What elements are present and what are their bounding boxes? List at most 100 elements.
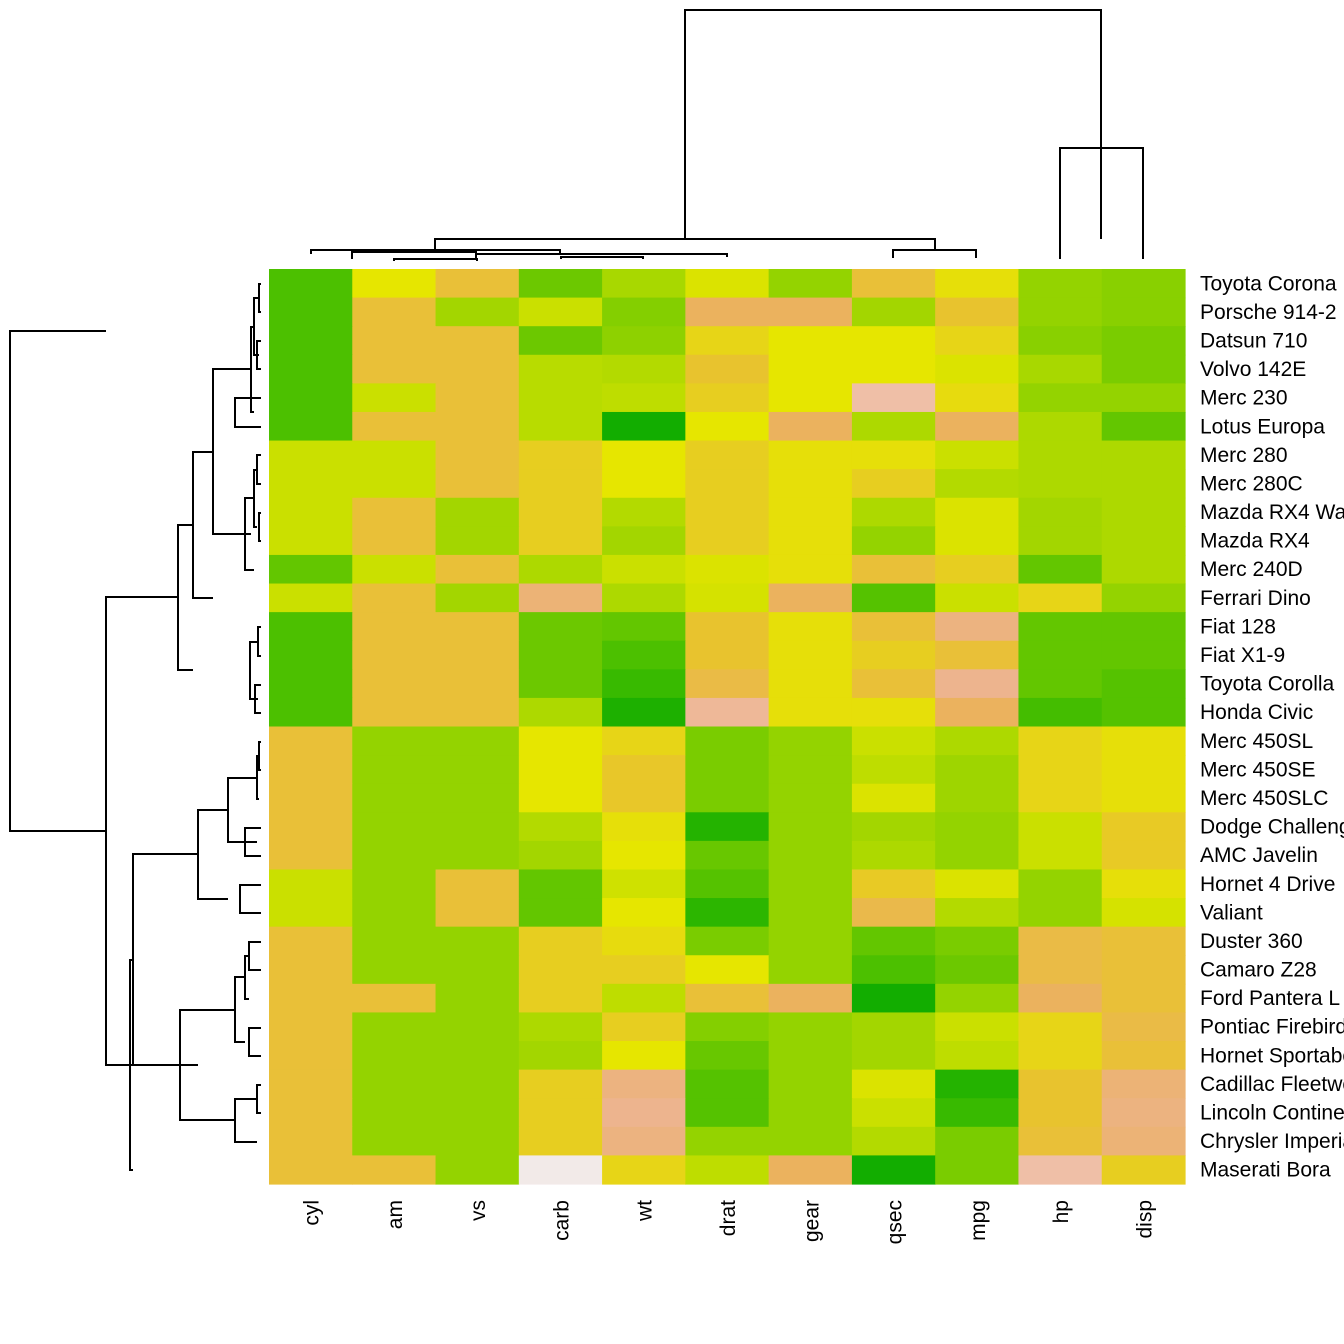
heatmap-cell xyxy=(269,955,353,985)
heatmap-cell xyxy=(435,354,520,384)
row-label: Camaro Z28 xyxy=(1200,959,1317,982)
heatmap-cell xyxy=(1018,812,1103,842)
heatmap-cell xyxy=(518,669,603,699)
row-dendrogram-link xyxy=(9,330,106,832)
heatmap-cell xyxy=(851,469,936,499)
heatmap-cell xyxy=(352,526,437,556)
heatmap-cell xyxy=(935,755,1020,785)
heatmap-cell xyxy=(1101,640,1186,670)
row-dendrogram-link xyxy=(177,524,193,671)
column-label: gear xyxy=(800,1200,823,1242)
heatmap-cell xyxy=(602,812,686,842)
row-label: Chrysler Imperial xyxy=(1200,1130,1344,1153)
heatmap-cell xyxy=(602,469,686,499)
heatmap-cell xyxy=(768,612,853,642)
heatmap-cell xyxy=(1101,812,1186,842)
heatmap-cells xyxy=(269,269,1186,1185)
heatmap-cell xyxy=(768,955,853,985)
row-dendrogram xyxy=(9,283,261,1171)
heatmap-cell xyxy=(435,411,520,442)
heatmap-cell xyxy=(269,1041,353,1071)
heatmap-cell xyxy=(1101,411,1186,442)
heatmap-cell xyxy=(352,497,437,527)
heatmap-cell xyxy=(685,1012,770,1042)
heatmap-cell xyxy=(269,755,353,785)
heatmap-cell xyxy=(518,383,603,413)
heatmap-cell xyxy=(935,1012,1020,1042)
heatmap-cell xyxy=(1101,726,1186,756)
heatmap-cell xyxy=(1018,497,1103,527)
heatmap-cell xyxy=(602,1069,686,1099)
heatmap-cell xyxy=(352,411,437,442)
heatmap-cell xyxy=(685,526,770,556)
heatmap-cell xyxy=(685,297,770,327)
heatmap-cell xyxy=(768,440,853,470)
heatmap-cell xyxy=(1018,612,1103,642)
heatmap-cell xyxy=(435,612,520,642)
row-label: Honda Civic xyxy=(1200,701,1313,724)
heatmap-cell xyxy=(768,697,853,728)
heatmap-cell xyxy=(518,269,603,299)
heatmap-cell xyxy=(1101,526,1186,556)
column-label: carb xyxy=(550,1200,573,1241)
column-dendrogram-link xyxy=(475,253,728,257)
heatmap-cell xyxy=(602,1155,686,1185)
heatmap-cell xyxy=(269,1098,353,1128)
heatmap-cell xyxy=(851,812,936,842)
heatmap-cell xyxy=(1018,726,1103,756)
row-label: Merc 240D xyxy=(1200,558,1303,581)
heatmap-cell xyxy=(269,812,353,842)
heatmap-cell xyxy=(518,640,603,670)
row-label: Valiant xyxy=(1200,901,1263,924)
heatmap-cell xyxy=(851,583,936,613)
heatmap-cell xyxy=(435,497,520,527)
heatmap-cell xyxy=(768,812,853,842)
heatmap-cell xyxy=(352,869,437,899)
row-dendrogram-link xyxy=(248,941,261,971)
heatmap-cell xyxy=(1101,869,1186,899)
heatmap-cell xyxy=(851,898,936,928)
row-dendrogram-link xyxy=(227,777,257,843)
heatmap-cell xyxy=(768,554,853,585)
heatmap-cell xyxy=(935,469,1020,499)
heatmap-cell xyxy=(685,898,770,928)
heatmap-cell xyxy=(352,1155,437,1185)
heatmap-cell xyxy=(269,411,353,442)
heatmap-cell xyxy=(1101,840,1186,871)
heatmap-cell xyxy=(518,497,603,527)
heatmap-cell xyxy=(602,898,686,928)
column-dendrogram xyxy=(310,9,1144,261)
heatmap-cell xyxy=(768,269,853,299)
heatmap-cell xyxy=(1018,1041,1103,1071)
heatmap-cell xyxy=(518,1041,603,1071)
heatmap-cell xyxy=(685,1126,770,1156)
heatmap-cell xyxy=(685,1098,770,1128)
row-label: Lotus Europa xyxy=(1200,415,1325,438)
heatmap-cell xyxy=(518,726,603,756)
heatmap-cell xyxy=(352,1098,437,1128)
heatmap-cell xyxy=(851,955,936,985)
heatmap-cell xyxy=(685,1155,770,1185)
heatmap-cell xyxy=(269,497,353,527)
row-dendrogram-link xyxy=(234,1098,257,1143)
heatmap-cell xyxy=(435,812,520,842)
heatmap-cell xyxy=(518,869,603,899)
heatmap-cell xyxy=(602,297,686,327)
heatmap-cell xyxy=(435,926,520,956)
heatmap-cell xyxy=(435,440,520,470)
heatmap-cell xyxy=(935,1126,1020,1156)
heatmap-cell xyxy=(1101,497,1186,527)
heatmap-cell xyxy=(851,269,936,299)
heatmap-cell xyxy=(269,926,353,956)
row-label: Pontiac Firebird xyxy=(1200,1016,1344,1039)
row-label: Mazda RX4 xyxy=(1200,530,1310,553)
column-label: wt xyxy=(634,1200,657,1222)
heatmap-cell xyxy=(935,269,1020,299)
heatmap-cell xyxy=(1101,1155,1186,1185)
heatmap-cell xyxy=(1018,669,1103,699)
column-label: am xyxy=(384,1200,407,1229)
heatmap-cell xyxy=(269,697,353,728)
heatmap-cell xyxy=(1101,955,1186,985)
heatmap-cell xyxy=(602,440,686,470)
heatmap-cell xyxy=(269,1012,353,1042)
